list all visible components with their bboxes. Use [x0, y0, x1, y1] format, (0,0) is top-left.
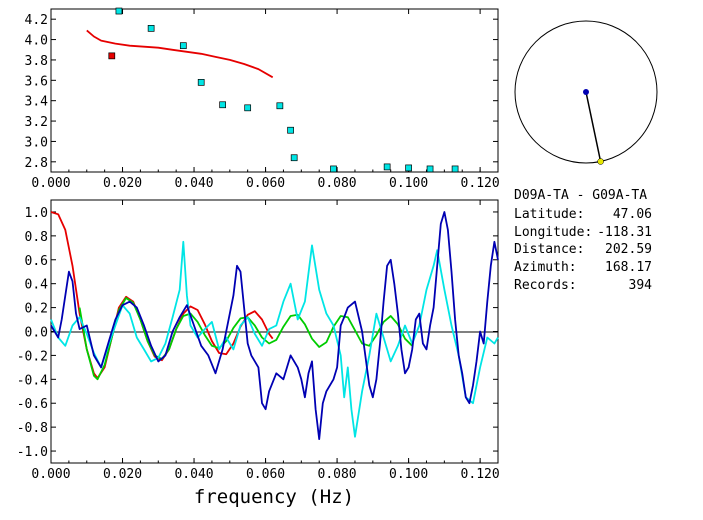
dispersion-ytick-label: 2.8 — [25, 156, 48, 171]
correlation-ytick-label: -0.4 — [17, 373, 48, 388]
dispersion-point — [330, 165, 337, 173]
dispersion-point — [426, 165, 434, 173]
station-b-dot — [597, 158, 604, 165]
correlation-marks — [50, 211, 499, 441]
records-value: 394 — [629, 278, 653, 293]
dispersion-ytick-label: 3.4 — [25, 95, 49, 110]
dispersion-point — [197, 78, 205, 86]
correlation-series-line-1 — [78, 297, 413, 381]
correlation-xtick-label: 0.080 — [318, 467, 357, 482]
dispersion-point — [115, 7, 123, 15]
dispersion-xtick-label: 0.040 — [174, 176, 213, 191]
dispersion-xtick-label: 0.000 — [31, 176, 70, 191]
distance-value: 202.59 — [605, 242, 652, 257]
latitude-label: Latitude: — [514, 207, 584, 222]
dispersion-point — [383, 163, 391, 171]
azimuth-line — [585, 91, 602, 162]
dispersion-point — [451, 165, 459, 173]
dispersion-point — [179, 42, 187, 50]
dispersion-xtick-label: 0.120 — [461, 176, 500, 191]
dispersion-ytick-label: 3.8 — [25, 54, 48, 69]
station-map — [514, 20, 658, 165]
dispersion-point — [405, 164, 412, 172]
dispersion-series-line-2 — [86, 29, 274, 79]
dispersion-xtick-label: 0.060 — [246, 176, 285, 191]
correlation-series-line-2 — [50, 240, 499, 438]
dispersion-ytick-label: 4.0 — [25, 34, 48, 49]
correlation-xtick-label: 0.060 — [246, 467, 285, 482]
x-axis-label: frequency (Hz) — [194, 486, 354, 508]
correlation-ytick-label: 0.6 — [25, 254, 48, 269]
dispersion-point — [290, 154, 298, 162]
dispersion-xtick-label: 0.100 — [389, 176, 428, 191]
dispersion-ytick-label: 3.6 — [25, 74, 48, 89]
correlation-series-line-0 — [50, 211, 274, 380]
dispersion-point — [219, 101, 226, 109]
correlation-xtick-label: 0.000 — [31, 467, 70, 482]
station-pair: D09A-TA - G09A-TA — [514, 188, 647, 203]
correlation-ytick-label: -1.0 — [17, 445, 48, 460]
dispersion-point — [287, 126, 294, 134]
dispersion-ytick-label: 4.2 — [25, 13, 48, 28]
dispersion-point — [108, 52, 116, 60]
correlation-ticks: 0.000 0.020 0.040 0.060 0.080 0.100 0.120 1.0 0.… — [17, 200, 500, 482]
dispersion-chart: 0.000 0.020 0.040 0.060 0.080 0.100 0.120 2.8 3.… — [25, 7, 500, 191]
correlation-ytick-label: 0.2 — [25, 302, 48, 317]
correlation-ytick-label: 1.0 — [25, 206, 48, 221]
correlation-xtick-label: 0.100 — [389, 467, 428, 482]
correlation-ytick-label: -0.2 — [17, 349, 48, 364]
map-circle — [514, 20, 658, 164]
correlation-ytick-label: -0.6 — [17, 397, 48, 412]
correlation-ytick-label: 0.8 — [25, 230, 48, 245]
correlation-ytick-label: 0.0 — [25, 326, 48, 341]
info-panel: D09A-TA - G09A-TA Latitude: 47.06 Longit… — [514, 188, 652, 293]
dispersion-ytick-label: 3.2 — [25, 115, 48, 130]
dispersion-marks — [86, 7, 459, 173]
correlation-ytick-label: 0.4 — [25, 278, 49, 293]
longitude-label: Longitude: — [514, 225, 592, 240]
correlation-ytick-label: -0.8 — [17, 421, 48, 436]
azimuth-value: 168.17 — [605, 260, 652, 275]
longitude-value: -118.31 — [597, 225, 652, 240]
correlation-xtick-label: 0.040 — [174, 467, 213, 482]
dispersion-point — [244, 104, 252, 112]
correlation-xtick-label: 0.120 — [461, 467, 500, 482]
records-label: Records: — [514, 278, 577, 293]
azimuth-label: Azimuth: — [514, 260, 577, 275]
dispersion-point — [276, 102, 284, 110]
correlation-series-line-3 — [50, 211, 499, 441]
dispersion-xtick-label: 0.020 — [103, 176, 142, 191]
dispersion-xtick-label: 0.080 — [318, 176, 357, 191]
dispersion-ytick-label: 3.0 — [25, 135, 48, 150]
dispersion-ticks: 0.000 0.020 0.040 0.060 0.080 0.100 0.120 2.8 3.… — [25, 9, 500, 191]
distance-label: Distance: — [514, 242, 584, 257]
latitude-value: 47.06 — [613, 207, 652, 222]
station-a-dot — [583, 89, 589, 95]
dispersion-plot-frame — [50, 8, 499, 173]
correlation-xtick-label: 0.020 — [103, 467, 142, 482]
correlation-chart: 0.000 0.020 0.040 0.060 0.080 0.100 0.120 1.0 0.… — [17, 199, 500, 508]
dispersion-point — [147, 25, 155, 32]
